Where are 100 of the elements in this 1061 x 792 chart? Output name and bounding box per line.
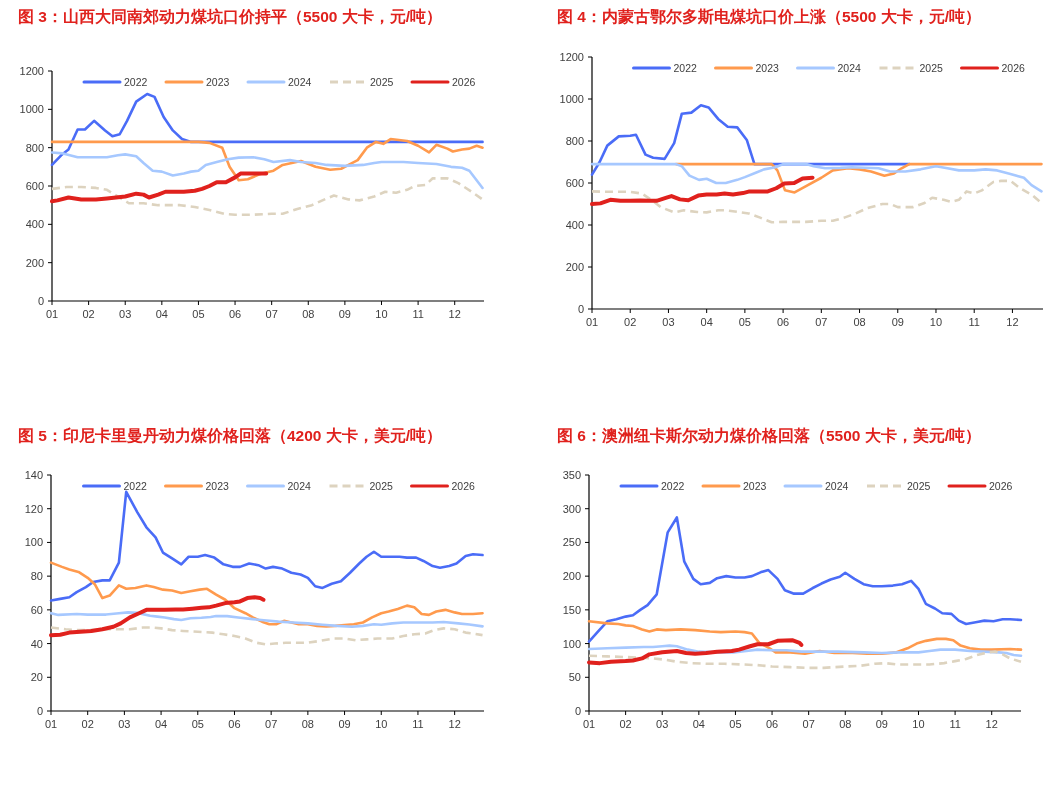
x-tick-label: 03 [118, 718, 131, 730]
x-tick-label: 09 [338, 308, 352, 320]
legend-label: 2023 [206, 76, 230, 88]
x-tick-label: 10 [912, 718, 925, 730]
legend-label: 2026 [452, 76, 476, 88]
y-tick-label: 600 [25, 180, 44, 192]
x-tick-label: 11 [412, 308, 424, 320]
x-tick-label: 12 [1006, 316, 1019, 328]
x-tick-label: 06 [228, 308, 242, 320]
x-tick-label: 05 [738, 316, 752, 328]
y-tick-label: 1000 [559, 93, 584, 105]
y-tick-label: 50 [568, 671, 581, 684]
x-tick-label: 08 [839, 718, 852, 730]
legend-label: 2024 [837, 62, 862, 74]
x-tick-label: 01 [45, 308, 59, 320]
y-tick-label: 800 [565, 135, 584, 147]
legend-label: 2023 [755, 62, 780, 74]
y-tick-label: 0 [37, 295, 44, 307]
x-tick-label: 08 [302, 308, 315, 320]
y-tick-label: 200 [562, 570, 581, 583]
legend-label: 2026 [451, 480, 476, 492]
x-tick-label: 05 [729, 718, 742, 730]
legend-label: 2023 [205, 480, 230, 492]
y-tick-label: 200 [565, 261, 584, 273]
x-tick-label: 03 [662, 316, 675, 328]
x-tick-label: 12 [448, 718, 461, 730]
y-tick-label: 400 [565, 219, 584, 231]
x-tick-label: 04 [700, 316, 713, 328]
x-tick-label: 10 [375, 308, 388, 320]
x-tick-label: 09 [338, 718, 351, 730]
y-tick-label: 20 [30, 671, 43, 684]
x-tick-label: 04 [154, 718, 168, 730]
x-tick-label: 07 [802, 718, 815, 730]
x-tick-label: 11 [949, 718, 961, 730]
legend-label: 2022 [124, 76, 148, 88]
x-tick-label: 10 [375, 718, 388, 730]
chart-title: 图 6：澳洲纽卡斯尔动力煤价格回落（5500 大卡，美元/吨） [557, 426, 982, 445]
y-tick-label: 0 [36, 705, 43, 717]
x-tick-label: 07 [265, 308, 278, 320]
legend-label: 2025 [370, 76, 394, 88]
x-tick-label: 02 [81, 718, 94, 730]
chart-title: 图 5：印尼卡里曼丹动力煤价格回落（4200 大卡，美元/吨） [18, 426, 443, 445]
x-tick-label: 05 [191, 718, 204, 730]
y-tick-label: 600 [565, 177, 584, 189]
x-tick-label: 09 [891, 316, 904, 328]
y-tick-label: 300 [562, 502, 581, 515]
legend-label: 2026 [1001, 62, 1026, 74]
legend-label: 2022 [661, 480, 685, 492]
y-tick-label: 0 [574, 705, 581, 717]
x-tick-label: 07 [815, 316, 828, 328]
x-tick-label: 06 [228, 718, 241, 730]
legend-label: 2024 [288, 76, 312, 88]
legend-label: 2024 [825, 480, 849, 492]
x-tick-label: 07 [265, 718, 278, 730]
legend-label: 2025 [907, 480, 931, 492]
y-tick-label: 140 [24, 469, 43, 481]
x-tick-label: 06 [776, 316, 790, 328]
y-tick-label: 250 [562, 536, 581, 549]
y-tick-label: 120 [24, 502, 43, 515]
x-tick-label: 10 [929, 316, 943, 328]
y-tick-label: 800 [25, 141, 44, 154]
chart-title: 图 4：内蒙古鄂尔多斯电煤坑口价上涨（5500 大卡，元/吨） [557, 8, 982, 26]
legend-label: 2024 [287, 480, 312, 492]
y-tick-label: 40 [30, 637, 43, 650]
x-tick-label: 11 [968, 316, 980, 328]
x-tick-label: 02 [624, 316, 637, 328]
x-tick-label: 02 [619, 718, 632, 730]
x-tick-label: 04 [155, 308, 168, 320]
legend-label: 2026 [989, 480, 1013, 492]
y-tick-label: 80 [30, 570, 43, 583]
x-tick-label: 01 [44, 718, 58, 730]
x-tick-label: 12 [448, 308, 461, 320]
y-tick-label: 60 [30, 603, 43, 616]
x-tick-label: 06 [765, 718, 779, 730]
chart-title: 图 3：山西大同南郊动力煤坑口价持平（5500 大卡，元/吨） [18, 8, 443, 26]
y-tick-label: 0 [577, 303, 584, 315]
y-tick-label: 100 [562, 637, 581, 650]
y-tick-label: 350 [562, 469, 581, 481]
x-tick-label: 08 [301, 718, 314, 730]
x-tick-label: 11 [412, 718, 424, 730]
x-tick-label: 12 [985, 718, 998, 730]
legend-label: 2025 [919, 62, 944, 74]
y-tick-label: 200 [25, 256, 44, 269]
x-tick-label: 03 [656, 718, 669, 730]
x-tick-label: 01 [582, 718, 596, 730]
x-tick-label: 02 [82, 308, 95, 320]
y-tick-label: 400 [25, 218, 44, 231]
legend-label: 2022 [123, 480, 148, 492]
legend-label: 2023 [743, 480, 767, 492]
y-tick-label: 150 [562, 603, 581, 616]
x-tick-label: 09 [875, 718, 889, 730]
y-tick-label: 1200 [559, 51, 584, 63]
y-tick-label: 100 [24, 536, 43, 549]
x-tick-label: 01 [585, 316, 599, 328]
y-tick-label: 1000 [19, 103, 44, 116]
x-tick-label: 04 [692, 718, 705, 730]
legend-label: 2022 [673, 62, 698, 74]
legend-label: 2025 [369, 480, 394, 492]
x-tick-label: 08 [853, 316, 866, 328]
x-tick-label: 03 [119, 308, 132, 320]
